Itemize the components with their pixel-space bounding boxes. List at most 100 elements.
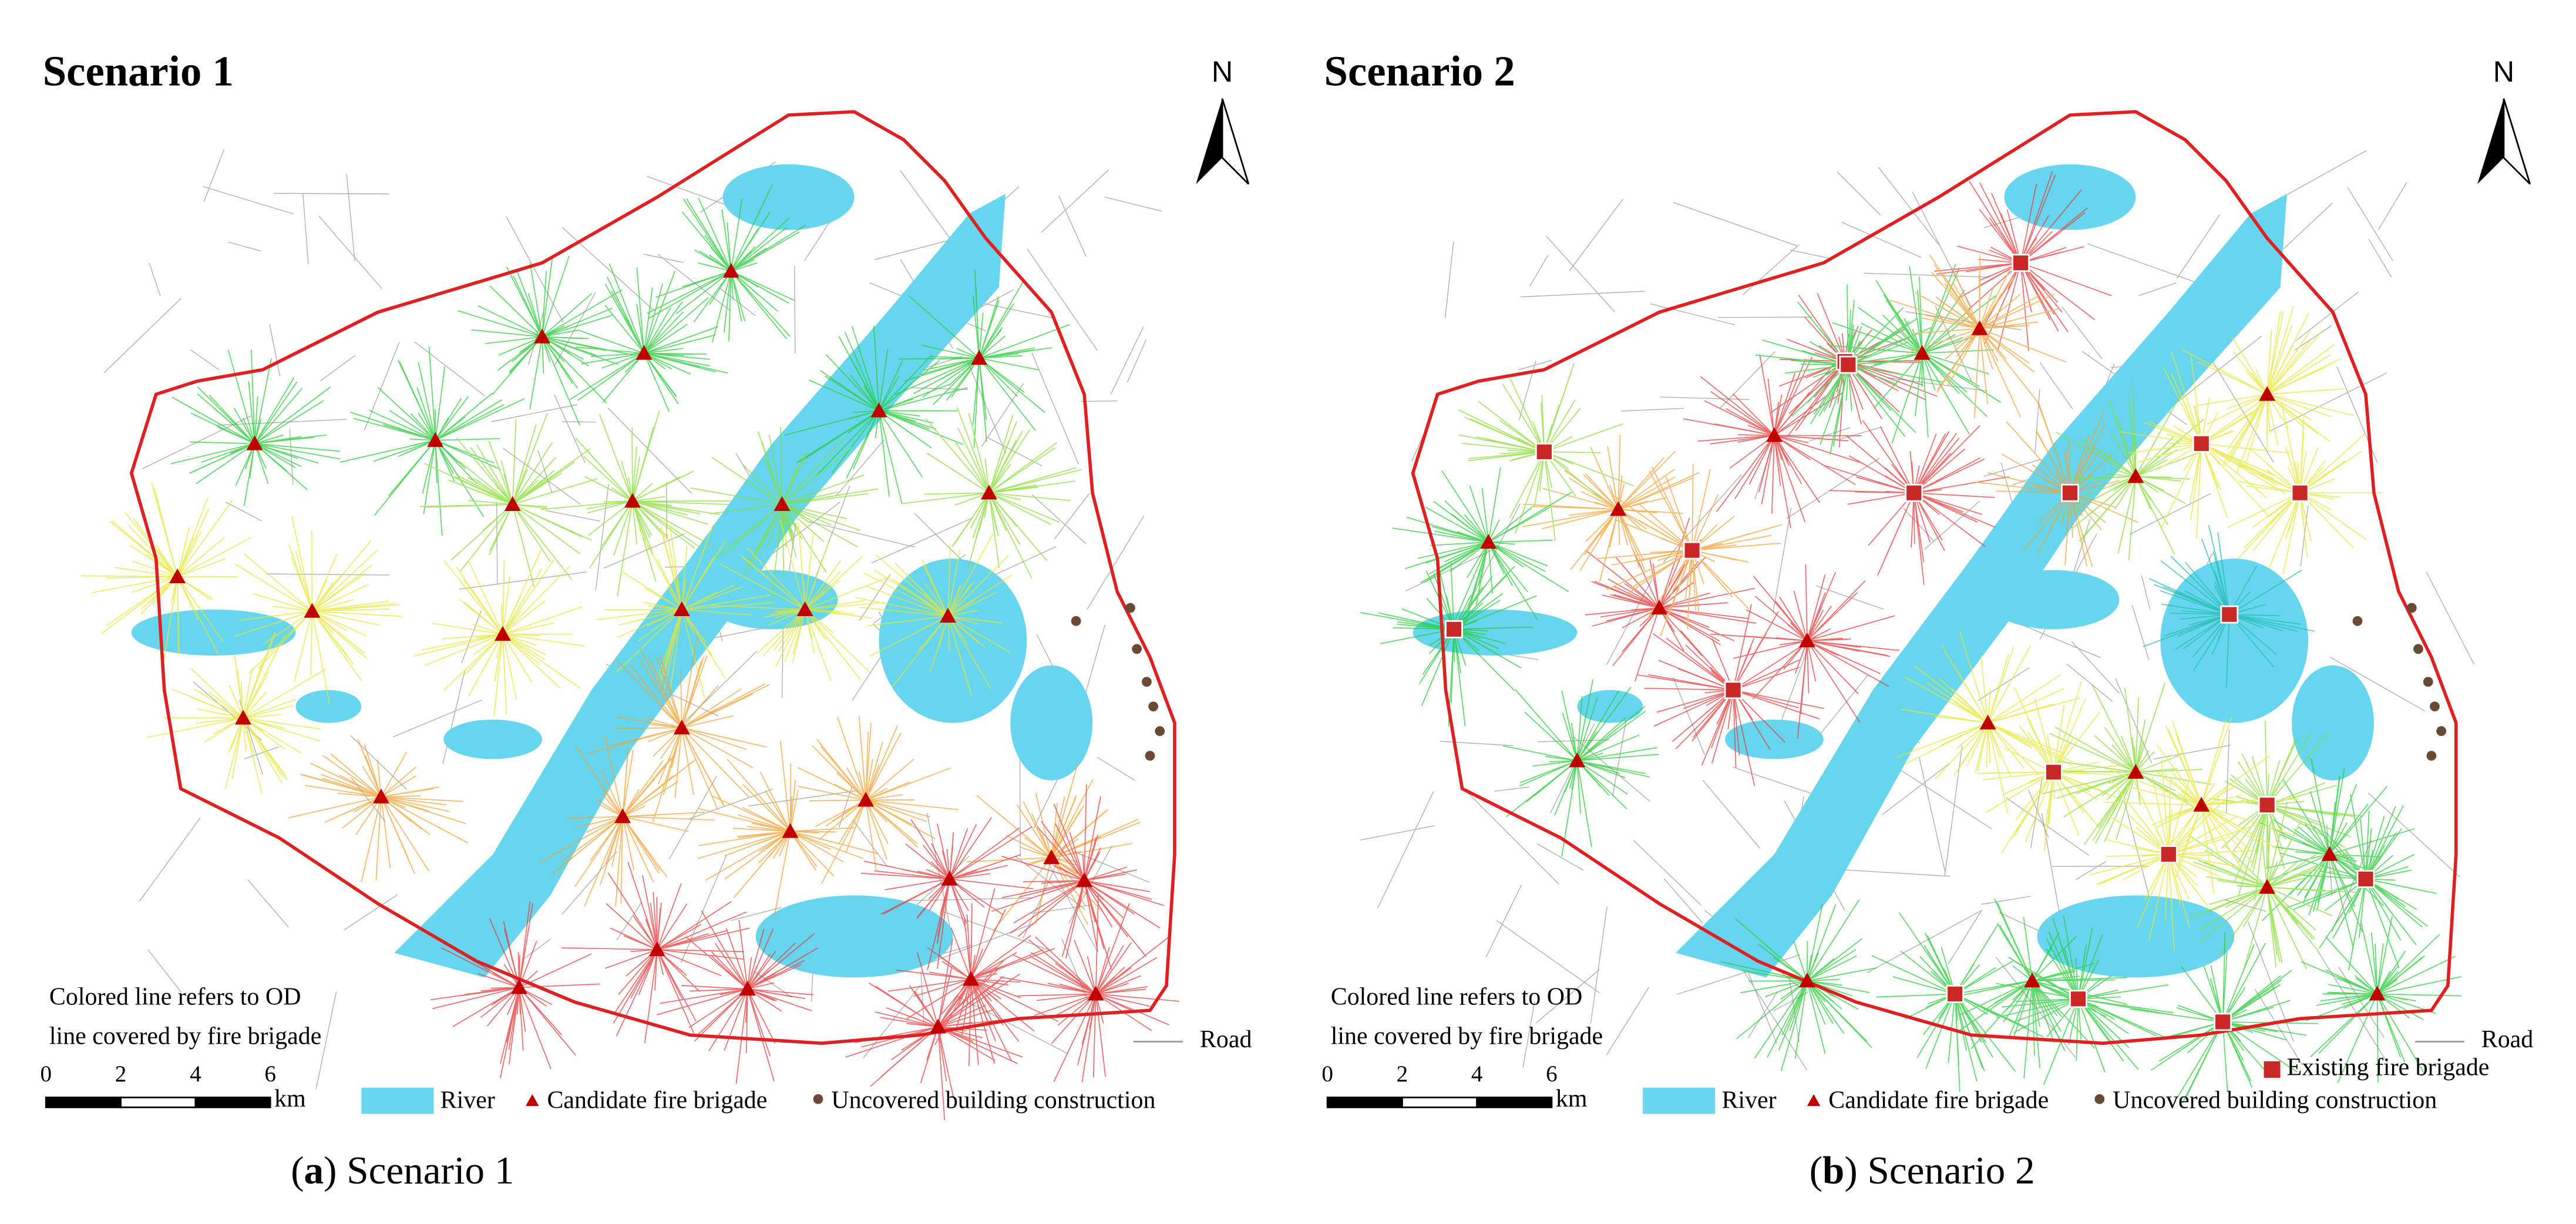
od-line bbox=[1095, 942, 1132, 994]
od-line bbox=[2298, 874, 2366, 880]
road bbox=[2368, 792, 2460, 877]
od-line bbox=[1617, 509, 1640, 568]
od-line bbox=[1405, 542, 1489, 570]
od-line bbox=[1051, 836, 1101, 858]
od-line bbox=[1595, 550, 1693, 560]
od-line bbox=[2111, 468, 2136, 478]
road bbox=[1087, 515, 1145, 610]
road bbox=[2176, 214, 2221, 279]
od-line bbox=[2359, 879, 2366, 938]
od-line bbox=[910, 987, 939, 1027]
od-line bbox=[613, 949, 658, 1014]
od-line bbox=[1906, 328, 1980, 354]
candidate-fire-brigade bbox=[427, 432, 444, 447]
od-line bbox=[2299, 492, 2367, 540]
od-line bbox=[2069, 435, 2090, 493]
od-line bbox=[435, 439, 495, 463]
od-line bbox=[1522, 503, 1619, 510]
od-line bbox=[865, 585, 949, 617]
od-line bbox=[237, 670, 244, 718]
od-line bbox=[2252, 492, 2301, 552]
od-line bbox=[978, 358, 1040, 371]
road bbox=[1606, 986, 1650, 1055]
od-line bbox=[947, 583, 972, 617]
road bbox=[2028, 789, 2049, 838]
od-line bbox=[1095, 994, 1107, 1077]
od-line bbox=[956, 348, 980, 359]
od-line bbox=[586, 500, 633, 510]
od-line bbox=[1468, 451, 1545, 459]
candidate-fire-brigade bbox=[673, 719, 690, 735]
od-line bbox=[1861, 322, 1923, 354]
od-line bbox=[493, 634, 503, 717]
od-line bbox=[2266, 869, 2339, 888]
road bbox=[835, 439, 885, 497]
od-line bbox=[949, 827, 1020, 880]
od-line bbox=[502, 560, 505, 634]
od-line bbox=[1807, 574, 1826, 641]
od-line bbox=[311, 573, 365, 612]
road bbox=[871, 517, 973, 564]
od-line bbox=[305, 785, 382, 798]
od-line bbox=[2190, 443, 2202, 520]
od-line bbox=[243, 443, 255, 506]
od-line bbox=[1987, 722, 2009, 814]
od-line bbox=[947, 574, 1013, 617]
od-line bbox=[254, 400, 324, 444]
od-line bbox=[731, 270, 778, 312]
od-line bbox=[1908, 353, 1923, 394]
od-line bbox=[746, 928, 774, 990]
od-line bbox=[2201, 443, 2276, 477]
road bbox=[1467, 792, 1559, 885]
od-line bbox=[1614, 519, 1693, 551]
od-line bbox=[1807, 980, 1869, 993]
road bbox=[1377, 791, 1434, 909]
od-line bbox=[632, 483, 653, 502]
od-line bbox=[567, 816, 623, 819]
od-line bbox=[747, 988, 812, 1011]
od-line bbox=[956, 407, 990, 493]
od-line bbox=[1554, 760, 1578, 816]
od-line bbox=[1896, 722, 1988, 758]
od-line bbox=[1979, 267, 2012, 329]
od-line bbox=[2168, 816, 2237, 855]
od-line bbox=[1934, 715, 1988, 724]
od-line bbox=[1737, 435, 1775, 443]
legend-candidate-icon bbox=[526, 1094, 539, 1107]
od-line bbox=[2217, 532, 2230, 615]
od-line bbox=[601, 793, 623, 817]
od-line bbox=[742, 463, 783, 505]
od-line bbox=[239, 610, 312, 621]
od-line bbox=[1515, 451, 1545, 534]
road bbox=[147, 949, 181, 993]
od-line bbox=[2266, 886, 2316, 931]
od-line bbox=[2266, 804, 2325, 825]
road bbox=[364, 342, 400, 431]
od-line bbox=[2078, 998, 2157, 1037]
od-line bbox=[1576, 714, 1587, 761]
od-line bbox=[2316, 854, 2330, 911]
od-line bbox=[1478, 401, 1545, 452]
od-line bbox=[410, 413, 436, 441]
od-line bbox=[2237, 492, 2301, 559]
od-line bbox=[1979, 320, 2012, 329]
od-line bbox=[988, 463, 1011, 493]
od-line bbox=[2200, 886, 2268, 942]
road bbox=[875, 238, 954, 260]
od-line bbox=[730, 271, 742, 322]
od-line bbox=[937, 965, 953, 1027]
od-line bbox=[647, 270, 732, 320]
od-line bbox=[2266, 358, 2341, 395]
od-line bbox=[512, 413, 548, 505]
road bbox=[1816, 585, 1884, 610]
road bbox=[920, 971, 924, 1023]
od-line bbox=[2348, 879, 2366, 971]
od-line bbox=[2135, 476, 2175, 555]
od-line bbox=[601, 500, 633, 547]
od-line bbox=[2015, 961, 2079, 1000]
od-line bbox=[477, 305, 543, 338]
od-line bbox=[435, 440, 443, 536]
od-line bbox=[243, 705, 294, 719]
od-line bbox=[1617, 477, 1694, 510]
od-line bbox=[2053, 771, 2111, 775]
